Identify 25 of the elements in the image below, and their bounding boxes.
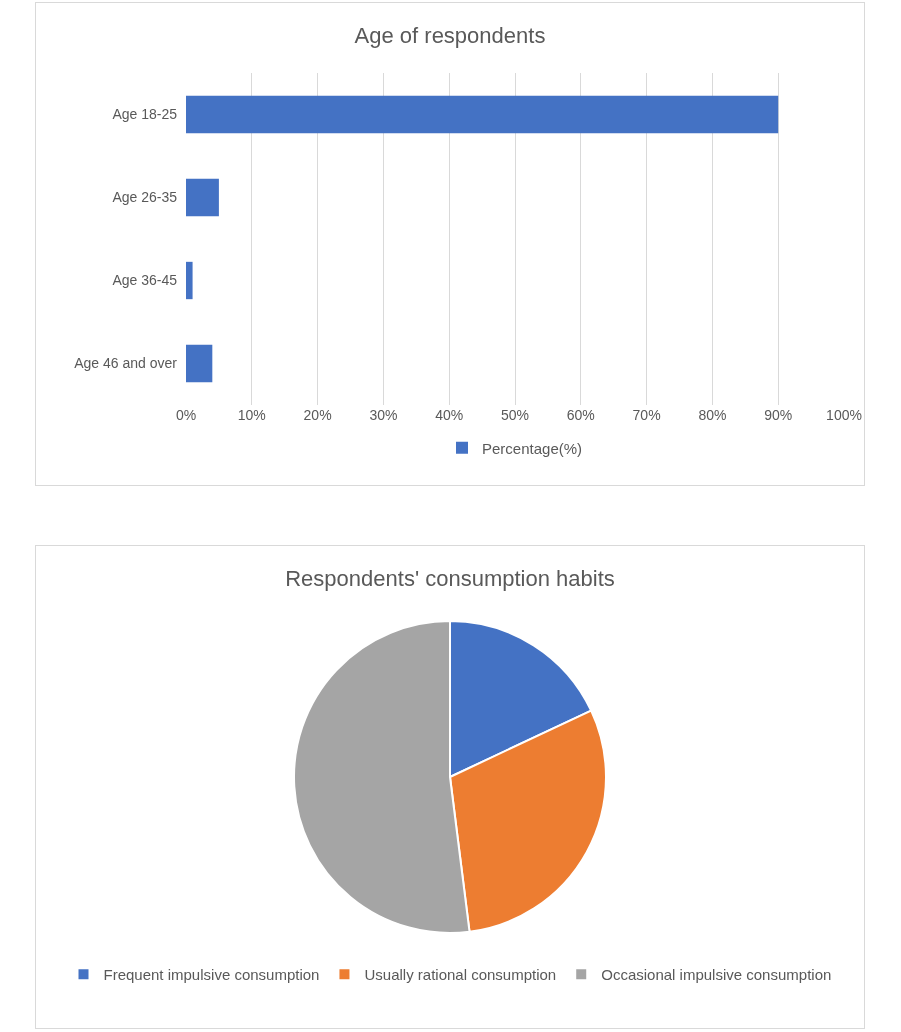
bar bbox=[186, 344, 213, 383]
chart-title: Age of respondents bbox=[354, 22, 546, 48]
legend-label: Frequent impulsive consumption bbox=[103, 966, 320, 984]
bar bbox=[186, 95, 779, 134]
y-tick-label: Age 26-35 bbox=[112, 189, 178, 206]
x-tick-label: 70% bbox=[632, 407, 661, 423]
chart-title: Respondents' consumption habits bbox=[285, 565, 615, 591]
x-tick-label: 100% bbox=[826, 407, 862, 423]
legend-label: Usually rational consumption bbox=[364, 966, 557, 984]
x-tick-label: 50% bbox=[500, 407, 530, 423]
y-tick-label: Age 36-45 bbox=[112, 272, 178, 289]
x-tick-label: 20% bbox=[303, 407, 332, 423]
bar bbox=[186, 178, 219, 217]
y-tick-label: Age 18-25 bbox=[112, 106, 178, 123]
y-tick-label: Age 46 and over bbox=[74, 355, 178, 372]
x-tick-label: 40% bbox=[435, 407, 464, 423]
x-tick-label: 10% bbox=[237, 407, 266, 423]
x-tick-label: 90% bbox=[764, 407, 793, 423]
legend-label: Percentage(%) bbox=[482, 439, 583, 457]
x-tick-label: 80% bbox=[698, 407, 727, 423]
bar bbox=[186, 261, 193, 300]
x-tick-label: 60% bbox=[566, 407, 595, 423]
legend-label: Occasional impulsive consumption bbox=[601, 966, 832, 984]
x-tick-label: 30% bbox=[369, 407, 398, 423]
x-tick-label: 0% bbox=[175, 407, 197, 423]
